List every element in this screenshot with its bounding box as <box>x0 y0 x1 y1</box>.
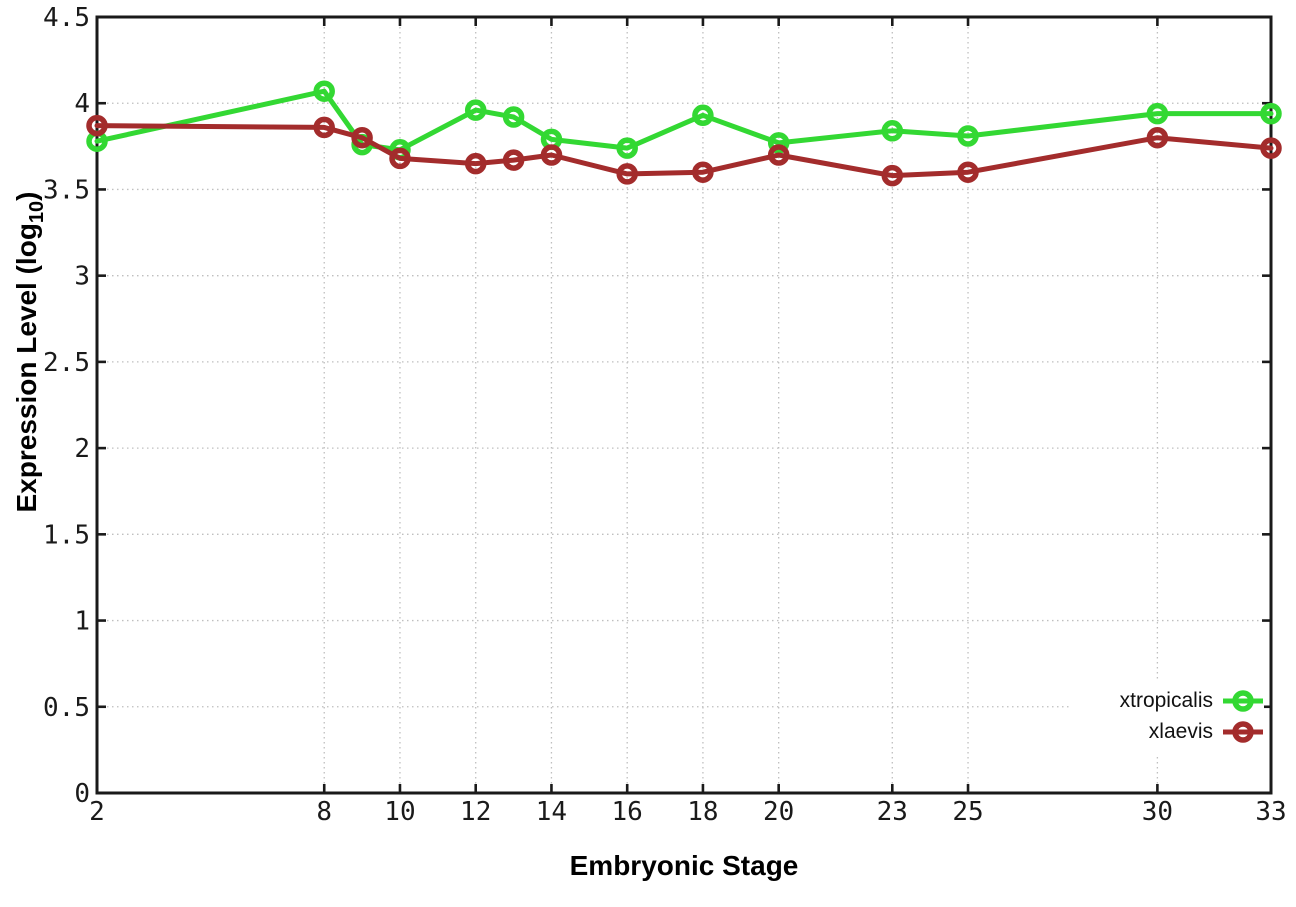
data-point-xlaevis <box>86 114 108 137</box>
series-line-xtropicalis <box>94 88 1274 153</box>
data-point-xlaevis <box>1146 126 1169 149</box>
data-point-xtropicalis <box>881 120 904 142</box>
line-point-sample-icon <box>1223 690 1263 712</box>
plot-border <box>95 15 1273 795</box>
legend-label-xlaevis: xlaevis <box>1148 720 1213 743</box>
data-point-xtropicalis <box>957 125 979 147</box>
y-tick-label: 1.5 <box>43 520 90 550</box>
y-axis-title-text: Expression Level (log <box>11 223 42 513</box>
data-point-xtropicalis <box>767 132 790 154</box>
y-tick-label: 0 <box>74 779 90 809</box>
data-point-xtropicalis <box>616 137 638 159</box>
y-tick-label: 2 <box>74 434 90 464</box>
data-point-xtropicalis <box>692 104 714 127</box>
data-point-xlaevis <box>313 116 335 139</box>
x-tick-label: 2 <box>89 797 105 827</box>
y-tick-label: 0.5 <box>43 693 90 723</box>
y-tick-label: 3 <box>74 262 90 292</box>
legend-item-xtropicalis: xtropicalis <box>1120 688 1264 714</box>
data-point-xlaevis <box>464 152 487 175</box>
data-point-xlaevis <box>1260 137 1282 159</box>
data-point-xlaevis <box>692 161 714 183</box>
data-point-xtropicalis <box>464 99 487 121</box>
data-point-xlaevis <box>616 163 638 185</box>
line-point-sample-icon <box>1223 721 1263 743</box>
x-tick-label: 16 <box>612 797 643 827</box>
legend-item-xlaevis: xlaevis <box>1120 719 1264 745</box>
data-point-xlaevis <box>540 144 563 166</box>
x-tick-label: 10 <box>384 797 415 827</box>
x-tick-label: 14 <box>536 797 567 827</box>
data-point-xlaevis <box>389 147 411 170</box>
data-point-xtropicalis <box>502 106 525 128</box>
data-point-xtropicalis <box>313 80 335 102</box>
y-axis-title-close-paren: ) <box>11 191 42 201</box>
x-axis-title: Embryonic Stage <box>569 850 799 881</box>
y-tick-label: 4.5 <box>43 3 90 33</box>
data-point-xlaevis <box>767 144 790 166</box>
x-tick-label: 12 <box>460 797 491 827</box>
y-tick-label: 2.5 <box>43 348 90 378</box>
data-point-xtropicalis <box>1260 102 1282 125</box>
x-tick-label: 33 <box>1255 797 1286 827</box>
x-tick-label: 8 <box>316 797 332 827</box>
legend: xtropicalis xlaevis <box>1105 686 1264 747</box>
y-tick-label: 4 <box>74 89 90 119</box>
y-axis-title-subscript: 10 <box>26 200 48 224</box>
legend-label-xtropicalis: xtropicalis <box>1119 689 1213 712</box>
series-line-xlaevis <box>94 123 1274 179</box>
data-point-xlaevis <box>957 161 979 183</box>
y-tick-label: 3.5 <box>43 175 90 205</box>
x-tick-label: 20 <box>763 797 794 827</box>
y-axis-title: Expression Level (log10) <box>11 192 49 513</box>
data-point-xtropicalis <box>1146 102 1169 125</box>
x-tick-label: 30 <box>1142 797 1173 827</box>
y-tick-label: 1 <box>74 607 90 637</box>
data-point-xlaevis <box>881 164 904 187</box>
data-point-xlaevis <box>351 126 373 149</box>
data-point-xlaevis <box>502 149 525 171</box>
x-tick-label: 18 <box>687 797 718 827</box>
x-tick-label: 25 <box>952 797 983 827</box>
x-tick-label: 23 <box>877 797 908 827</box>
